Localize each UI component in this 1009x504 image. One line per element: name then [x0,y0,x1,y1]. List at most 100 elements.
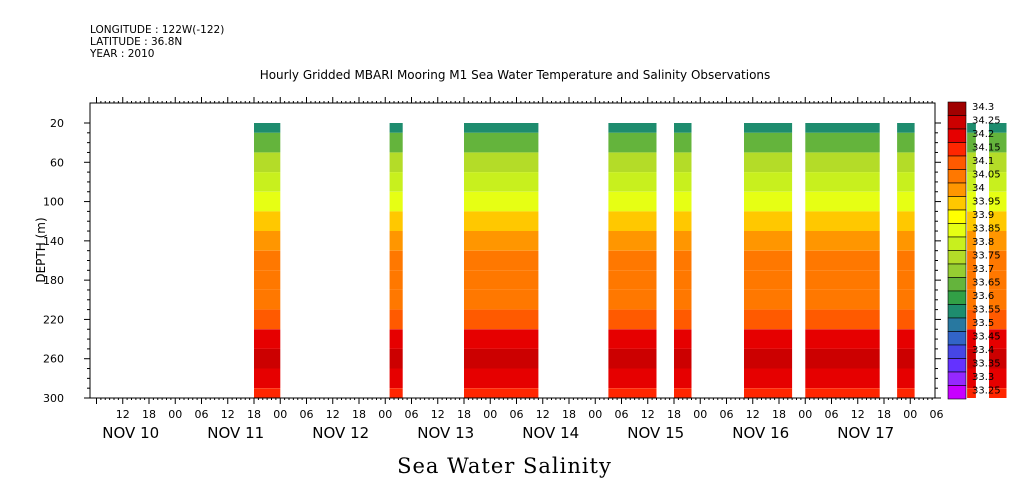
x-tick-label: 06 [510,408,524,421]
salinity-cell [464,231,539,251]
salinity-cell [744,270,793,290]
salinity-cell [744,290,793,310]
salinity-cell [989,123,1007,133]
y-tick-label: 300 [43,392,64,405]
salinity-cell [805,123,880,133]
legend-swatch [947,331,967,346]
salinity-cell [897,211,915,231]
salinity-cell [464,132,539,153]
salinity-cell [674,290,692,310]
salinity-cell [674,388,692,398]
x-day-label: NOV 15 [627,424,684,442]
legend-swatch [947,371,967,386]
salinity-cell [464,368,539,389]
x-tick-label: 18 [457,408,471,421]
salinity-cell [464,270,539,290]
salinity-cell [254,132,281,153]
x-tick-label: 12 [746,408,760,421]
salinity-cell [897,290,915,310]
salinity-cell [389,368,403,389]
salinity-cell [254,231,281,251]
salinity-cell [744,172,793,192]
salinity-cell [967,191,976,212]
salinity-cell [989,329,1007,349]
x-tick-label: 06 [720,408,734,421]
salinity-cell [464,191,539,212]
legend-swatch [947,169,967,184]
salinity-cell [389,250,403,271]
salinity-cell [989,250,1007,271]
x-day-label: NOV 13 [417,424,474,442]
salinity-cell [989,368,1007,389]
legend-swatch [947,182,967,197]
salinity-cell [897,368,915,389]
x-tick-label: 12 [641,408,655,421]
salinity-cell [744,368,793,389]
x-tick-label: 06 [825,408,839,421]
x-axis: 12 18 00 06 12 18 00 06 12 18 00 06 12 18 00 06 12 18 00 06… [96,97,944,442]
salinity-cell [989,309,1007,330]
y-axis: 20 60 100 140 180 220 260 300 [43,117,941,405]
legend-swatch [947,263,967,278]
salinity-cell [389,211,403,231]
salinity-cell [389,309,403,330]
salinity-cell [989,290,1007,310]
salinity-cell [389,270,403,290]
x-tick-label: 00 [273,408,287,421]
legend-label: 33.4 [972,345,994,356]
salinity-cell [608,152,657,173]
legend-swatch [947,128,967,143]
salinity-cell [897,191,915,212]
salinity-cell [608,329,657,349]
legend-label: 33.95 [972,197,1001,208]
legend-label: 33.6 [972,291,994,302]
legend-label: 33.25 [972,386,1001,397]
salinity-cell [897,388,915,398]
salinity-cell [254,290,281,310]
salinity-cell [805,211,880,231]
salinity-cell [744,132,793,153]
x-tick-label: 00 [483,408,497,421]
data-block [608,123,657,398]
salinity-cell [389,132,403,153]
legend-swatch [947,344,967,359]
plot-area [254,123,1007,398]
salinity-cell [608,123,657,133]
salinity-cell [805,172,880,192]
salinity-cell [897,309,915,330]
x-day-label: NOV 12 [312,424,369,442]
salinity-cell [897,250,915,271]
salinity-cell [805,132,880,153]
legend-swatch [947,385,967,400]
x-tick-label: 06 [405,408,419,421]
legend-label: 33.45 [972,332,1001,343]
salinity-cell [897,172,915,192]
salinity-cell [608,388,657,398]
legend-swatch [947,304,967,319]
salinity-cell [389,152,403,173]
legend-label: 33.7 [972,264,994,275]
salinity-cell [744,309,793,330]
x-tick-label: 18 [877,408,891,421]
salinity-cell [967,172,976,192]
x-tick-label: 18 [562,408,576,421]
salinity-cell [989,132,1007,153]
salinity-cell [967,152,976,173]
salinity-cell [464,250,539,271]
salinity-cell [389,329,403,349]
x-tick-label: 00 [378,408,392,421]
y-tick-label: 20 [50,117,64,130]
salinity-cell [674,368,692,389]
x-tick-label: 12 [326,408,340,421]
salinity-cell [254,329,281,349]
salinity-cell [967,250,976,271]
salinity-cell [744,152,793,173]
salinity-cell [897,348,915,369]
salinity-cell [608,172,657,192]
x-tick-label: 18 [247,408,261,421]
salinity-cell [674,348,692,369]
legend-label: 34.2 [972,129,994,140]
salinity-cell [464,290,539,310]
salinity-cell [674,211,692,231]
